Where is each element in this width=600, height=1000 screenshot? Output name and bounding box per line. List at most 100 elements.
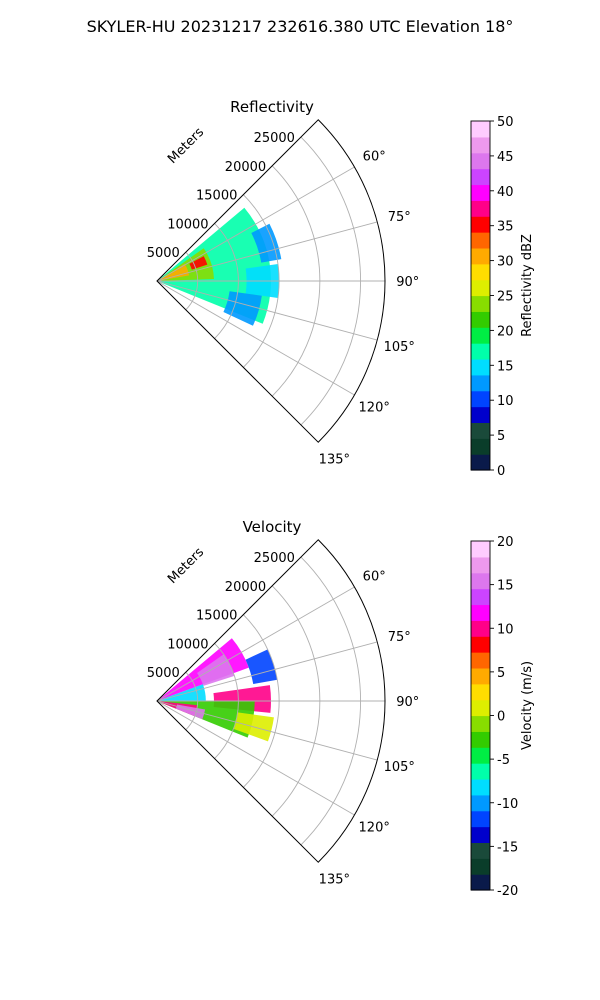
- azimuth-gridline-0: [156, 166, 355, 282]
- sector-outline: [156, 119, 386, 443]
- colorbar-segment: [471, 454, 490, 471]
- reflectivity-panel: Reflectivity 5000 10000 15000 20000 25000 60…: [147, 98, 535, 479]
- azimuth-tick-label: 60°: [363, 570, 386, 585]
- colorbar-segment: [471, 699, 490, 717]
- colorbar-segment: [471, 295, 490, 312]
- echo-region-2: [160, 263, 190, 281]
- colorbar-tick-label: 15: [497, 579, 514, 594]
- colorbar-segment: [471, 620, 490, 637]
- velocity-range-ticks: 5000 10000 15000 20000 25000: [147, 551, 295, 681]
- azimuth-tick-label: 120°: [359, 400, 390, 415]
- colorbar-tick-label: -5: [497, 753, 510, 768]
- colorbar-segment: [471, 438, 490, 455]
- azimuth-tick-label: 90°: [396, 695, 419, 710]
- velocity-azimuth-ticks: 60° 75° 90° 105° 120° 135°: [319, 570, 420, 888]
- echo-region-3: [189, 256, 208, 270]
- range-tick-label: 10000: [167, 217, 208, 232]
- azimuth-tick-label: 90°: [396, 275, 419, 290]
- colorbar-segment: [471, 136, 490, 154]
- colorbar-segment: [471, 747, 490, 764]
- range-tick-label: 10000: [167, 637, 208, 652]
- colorbar-segment: [471, 263, 490, 281]
- colorbar-segment: [471, 652, 490, 669]
- colorbar-segment: [471, 358, 490, 376]
- colorbar-segment: [471, 152, 490, 170]
- colorbar-segment: [471, 794, 490, 812]
- colorbar-segment: [471, 422, 490, 439]
- colorbar-tick-label: -20: [497, 884, 518, 899]
- reflectivity-azimuth-ticks: 60° 75° 90° 105° 120° 135°: [319, 150, 420, 468]
- colorbar-segment: [471, 556, 490, 574]
- velocity-grid: [156, 539, 386, 863]
- echo-region-6: [223, 291, 262, 326]
- colorbar-segment: [471, 588, 490, 606]
- reflectivity-colorbar-label: Reflectivity dBZ: [520, 234, 535, 337]
- sector-outline: [156, 539, 386, 863]
- colorbar-tick-label: 5: [497, 429, 505, 444]
- colorbar-tick-label: 0: [497, 710, 505, 725]
- colorbar-segment: [471, 200, 490, 217]
- colorbar-tick-label: -15: [497, 840, 518, 855]
- echo-region-8: [245, 649, 278, 685]
- colorbar-tick-label: 15: [497, 359, 514, 374]
- range-tick-label: 15000: [196, 609, 237, 624]
- range-tick-label: 20000: [225, 580, 266, 595]
- azimuth-tick-label: 75°: [388, 630, 411, 645]
- colorbar-segment: [471, 121, 490, 138]
- velocity-panel: Velocity 5000 10000 15000 20000 25000 60° 75°…: [147, 518, 535, 899]
- colorbar-tick-label: 45: [497, 150, 514, 165]
- colorbar-segment: [471, 715, 490, 732]
- azimuth-gridline-1: [156, 641, 378, 702]
- range-tick-label: 20000: [225, 160, 266, 175]
- azimuth-tick-label: 105°: [384, 760, 415, 775]
- colorbar-tick-label: 20: [497, 324, 514, 339]
- reflectivity-range-ticks: 5000 10000 15000 20000 25000: [147, 131, 295, 261]
- colorbar-segment: [471, 858, 490, 875]
- reflectivity-title: Reflectivity: [230, 98, 314, 116]
- colorbar-tick-label: 10: [497, 394, 514, 409]
- colorbar-tick-label: 25: [497, 290, 514, 305]
- range-tick-label: 5000: [147, 666, 180, 681]
- colorbar-segment: [471, 327, 490, 344]
- azimuth-tick-label: 135°: [319, 452, 350, 467]
- colorbar-segment: [471, 604, 490, 621]
- velocity-range-label: Meters: [165, 545, 207, 587]
- colorbar-segment: [471, 874, 490, 891]
- colorbar-tick-label: 35: [497, 220, 514, 235]
- azimuth-gridline-3: [156, 280, 378, 341]
- colorbar-segment: [471, 826, 490, 844]
- colorbar-segment: [471, 168, 490, 186]
- colorbar-segment: [471, 572, 490, 590]
- colorbar-segment: [471, 731, 490, 748]
- velocity-colorbar: -20 -15 -10 -5 0 5 10 15 20: [470, 535, 518, 899]
- colorbar-tick-label: 50: [497, 115, 514, 130]
- reflectivity-grid: [156, 119, 386, 443]
- colorbar-segment: [471, 406, 490, 424]
- velocity-echoes: [157, 638, 278, 742]
- colorbar-tick-label: 40: [497, 185, 514, 200]
- azimuth-tick-label: 105°: [384, 340, 415, 355]
- colorbar-segment: [471, 763, 490, 780]
- colorbar-segment: [471, 390, 490, 408]
- echo-region-3: [157, 684, 206, 701]
- velocity-colorbar-label: Velocity (m/s): [520, 661, 535, 750]
- colorbar-segment: [471, 541, 490, 558]
- colorbar-segment: [471, 216, 490, 233]
- azimuth-gridline-3: [156, 700, 378, 761]
- colorbar-segment: [471, 343, 490, 360]
- range-tick-label: 25000: [254, 131, 295, 146]
- azimuth-gridline-4: [156, 280, 355, 396]
- colorbar-segment: [471, 184, 490, 201]
- reflectivity-range-label: Meters: [165, 125, 207, 167]
- colorbar-segment: [471, 311, 490, 328]
- colorbar-segment: [471, 842, 490, 859]
- echo-region-4: [251, 223, 282, 263]
- colorbar-tick-label: -10: [497, 797, 518, 812]
- colorbar-tick-label: 0: [497, 464, 505, 479]
- azimuth-tick-label: 135°: [319, 872, 350, 887]
- range-tick-label: 5000: [147, 246, 180, 261]
- reflectivity-colorbar: 0 5 10 15 20 25 30 35 40 45 50: [470, 115, 514, 479]
- azimuth-gridline-4: [156, 700, 355, 816]
- colorbar-segment: [471, 667, 490, 685]
